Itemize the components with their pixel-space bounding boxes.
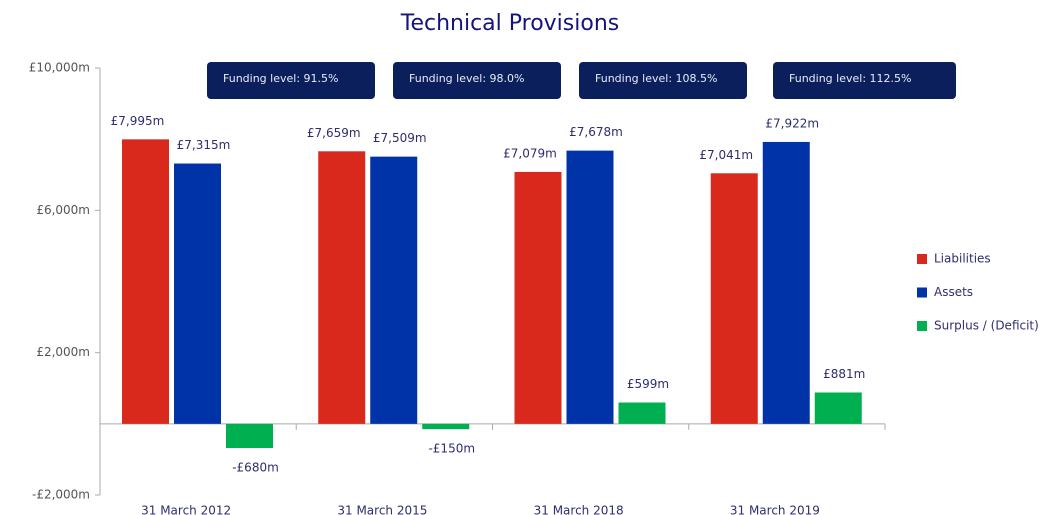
annotation: Funding level: 108.5% bbox=[595, 72, 717, 85]
value-label: £7,995m bbox=[111, 114, 165, 128]
value-label: -£680m bbox=[232, 461, 279, 475]
y-tick-label: £10,000m bbox=[29, 61, 90, 75]
annotation-box bbox=[393, 62, 561, 99]
legend-label: Liabilities bbox=[934, 252, 991, 266]
bar bbox=[618, 402, 666, 424]
value-label: £599m bbox=[627, 377, 669, 391]
bar bbox=[174, 163, 221, 424]
value-label: £881m bbox=[823, 367, 865, 381]
y-tick-label: £6,000m bbox=[36, 203, 90, 217]
bar bbox=[814, 392, 862, 424]
x-tick-label: 31 March 2019 bbox=[730, 504, 820, 515]
value-label: -£150m bbox=[428, 442, 475, 456]
value-label: £7,079m bbox=[503, 146, 557, 160]
bar bbox=[370, 156, 418, 424]
value-label: £7,041m bbox=[699, 148, 753, 162]
legend-label: Surplus / (Deficit) bbox=[934, 319, 1039, 333]
bar bbox=[122, 139, 169, 424]
y-tick-label: -£2,000m bbox=[32, 488, 90, 502]
value-label: £7,922m bbox=[765, 116, 819, 130]
annotation-box bbox=[773, 62, 956, 99]
annotation-box bbox=[207, 62, 375, 99]
bar bbox=[762, 141, 810, 424]
bar bbox=[422, 423, 470, 430]
x-tick-label: 31 March 2018 bbox=[534, 504, 624, 515]
value-label: £7,509m bbox=[373, 131, 427, 145]
x-tick-label: 31 March 2015 bbox=[337, 504, 427, 515]
annotation-box bbox=[579, 62, 747, 99]
bar bbox=[318, 151, 366, 424]
bar bbox=[710, 173, 758, 424]
annotation: Funding level: 112.5% bbox=[789, 72, 911, 85]
value-label: £7,678m bbox=[569, 125, 623, 139]
y-tick-label: £2,000m bbox=[36, 345, 90, 359]
x-tick-label: 31 March 2012 bbox=[141, 504, 231, 515]
legend-swatch bbox=[917, 254, 927, 264]
annotation: Funding level: 98.0% bbox=[409, 72, 524, 85]
bar bbox=[514, 171, 562, 424]
bar bbox=[566, 150, 614, 424]
annotation: Funding level: 91.5% bbox=[223, 72, 338, 85]
legend-swatch bbox=[917, 321, 927, 331]
chart-title: Technical Provisions bbox=[400, 11, 620, 36]
value-label: £7,315m bbox=[177, 138, 231, 152]
legend-label: Assets bbox=[934, 285, 973, 299]
value-label: £7,659m bbox=[307, 126, 361, 140]
legend-swatch bbox=[917, 287, 927, 298]
bar bbox=[226, 423, 273, 449]
